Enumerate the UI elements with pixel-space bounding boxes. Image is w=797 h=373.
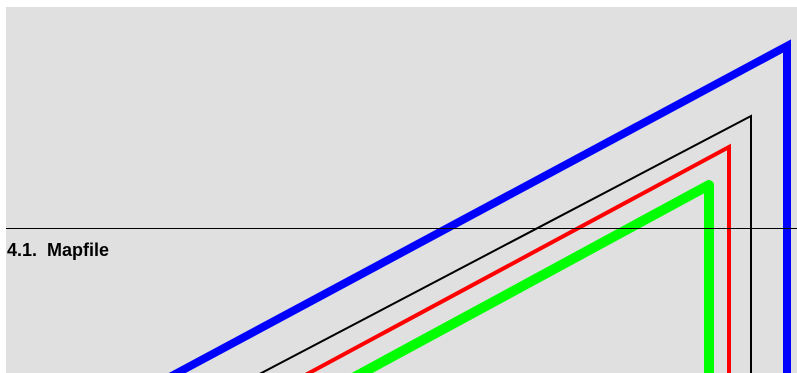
black-reference-line xyxy=(259,114,752,373)
red-offset-line xyxy=(304,143,731,373)
offset-lines-graphic xyxy=(168,39,791,373)
section-number: 4.1. xyxy=(7,240,38,260)
outer-blue-offset-line xyxy=(168,39,791,373)
line-offset-illustration xyxy=(6,7,797,373)
section-heading: 4.1. Mapfile xyxy=(7,238,109,262)
inner-green-offset-line xyxy=(351,180,714,373)
section-divider xyxy=(6,228,797,229)
section-title: Mapfile xyxy=(47,240,110,260)
